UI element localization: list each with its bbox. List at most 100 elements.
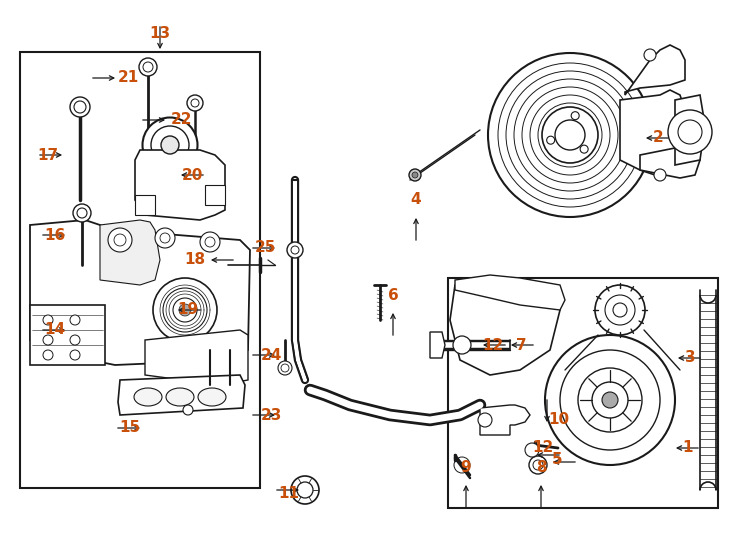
Bar	[20, 52, 260, 488]
Circle shape	[114, 234, 126, 246]
Text: 2: 2	[653, 131, 664, 145]
Text: 21: 21	[117, 71, 139, 85]
Circle shape	[200, 232, 220, 252]
Circle shape	[173, 298, 197, 322]
Text: 22: 22	[171, 112, 193, 127]
Circle shape	[605, 295, 635, 325]
Circle shape	[409, 169, 421, 181]
Circle shape	[183, 405, 193, 415]
Polygon shape	[100, 220, 160, 285]
Circle shape	[297, 482, 313, 498]
Circle shape	[571, 112, 579, 120]
Circle shape	[602, 392, 618, 408]
Text: 6: 6	[388, 287, 399, 302]
Circle shape	[580, 145, 588, 153]
Ellipse shape	[166, 388, 194, 406]
Circle shape	[529, 456, 547, 474]
Circle shape	[613, 303, 627, 317]
Text: 15: 15	[120, 421, 141, 435]
Circle shape	[478, 413, 492, 427]
Polygon shape	[455, 275, 565, 310]
Polygon shape	[30, 220, 250, 365]
Polygon shape	[480, 405, 530, 435]
Polygon shape	[640, 145, 700, 178]
Text: 1: 1	[683, 441, 693, 456]
Circle shape	[654, 169, 666, 181]
Text: 3: 3	[685, 350, 695, 366]
Circle shape	[545, 335, 675, 465]
Polygon shape	[625, 45, 685, 95]
Circle shape	[205, 237, 215, 247]
Text: 16: 16	[44, 227, 65, 242]
Text: 19: 19	[178, 302, 199, 318]
Circle shape	[281, 364, 289, 372]
Ellipse shape	[134, 388, 162, 406]
Circle shape	[453, 336, 471, 354]
Circle shape	[43, 335, 53, 345]
Circle shape	[179, 304, 191, 316]
Circle shape	[533, 460, 543, 470]
Circle shape	[644, 49, 656, 61]
Circle shape	[560, 350, 660, 450]
Text: 25: 25	[254, 240, 276, 255]
Text: 18: 18	[184, 253, 206, 267]
Circle shape	[514, 79, 626, 191]
Text: 5: 5	[552, 453, 562, 468]
Text: 9: 9	[461, 461, 471, 476]
Polygon shape	[30, 305, 105, 365]
Circle shape	[139, 58, 157, 76]
Text: 24: 24	[261, 348, 282, 362]
Polygon shape	[430, 332, 445, 358]
Circle shape	[143, 62, 153, 72]
Circle shape	[70, 335, 80, 345]
Polygon shape	[620, 90, 685, 175]
Circle shape	[155, 228, 175, 248]
Polygon shape	[118, 375, 245, 415]
Circle shape	[542, 107, 598, 163]
Circle shape	[278, 361, 292, 375]
Circle shape	[488, 53, 652, 217]
Text: 8: 8	[536, 461, 546, 476]
Circle shape	[578, 368, 642, 432]
Circle shape	[70, 97, 90, 117]
Circle shape	[555, 120, 585, 150]
Circle shape	[187, 95, 203, 111]
Circle shape	[291, 246, 299, 254]
Polygon shape	[135, 195, 155, 215]
Circle shape	[77, 208, 87, 218]
Circle shape	[43, 350, 53, 360]
Ellipse shape	[161, 136, 179, 154]
Polygon shape	[675, 95, 705, 165]
Text: 11: 11	[278, 485, 299, 501]
Circle shape	[522, 87, 618, 183]
Circle shape	[108, 228, 132, 252]
Text: 10: 10	[548, 413, 570, 428]
Circle shape	[73, 204, 91, 222]
Circle shape	[498, 63, 642, 207]
Circle shape	[74, 101, 86, 113]
Circle shape	[287, 242, 303, 258]
Polygon shape	[145, 330, 248, 385]
Text: 17: 17	[37, 147, 59, 163]
Polygon shape	[135, 150, 225, 220]
Text: 12: 12	[532, 441, 553, 456]
Circle shape	[70, 315, 80, 325]
Circle shape	[70, 350, 80, 360]
Circle shape	[412, 172, 418, 178]
Bar	[448, 278, 718, 508]
Text: 13: 13	[150, 25, 170, 40]
Circle shape	[291, 476, 319, 504]
Text: 4: 4	[411, 192, 421, 207]
Polygon shape	[155, 268, 220, 345]
Circle shape	[191, 99, 199, 107]
Ellipse shape	[198, 388, 226, 406]
Polygon shape	[205, 185, 225, 205]
Circle shape	[592, 382, 628, 418]
Circle shape	[595, 285, 645, 335]
Ellipse shape	[142, 118, 197, 172]
Text: 12: 12	[482, 338, 504, 353]
Circle shape	[163, 288, 207, 332]
Circle shape	[668, 110, 712, 154]
Circle shape	[547, 136, 555, 144]
Ellipse shape	[151, 126, 189, 164]
